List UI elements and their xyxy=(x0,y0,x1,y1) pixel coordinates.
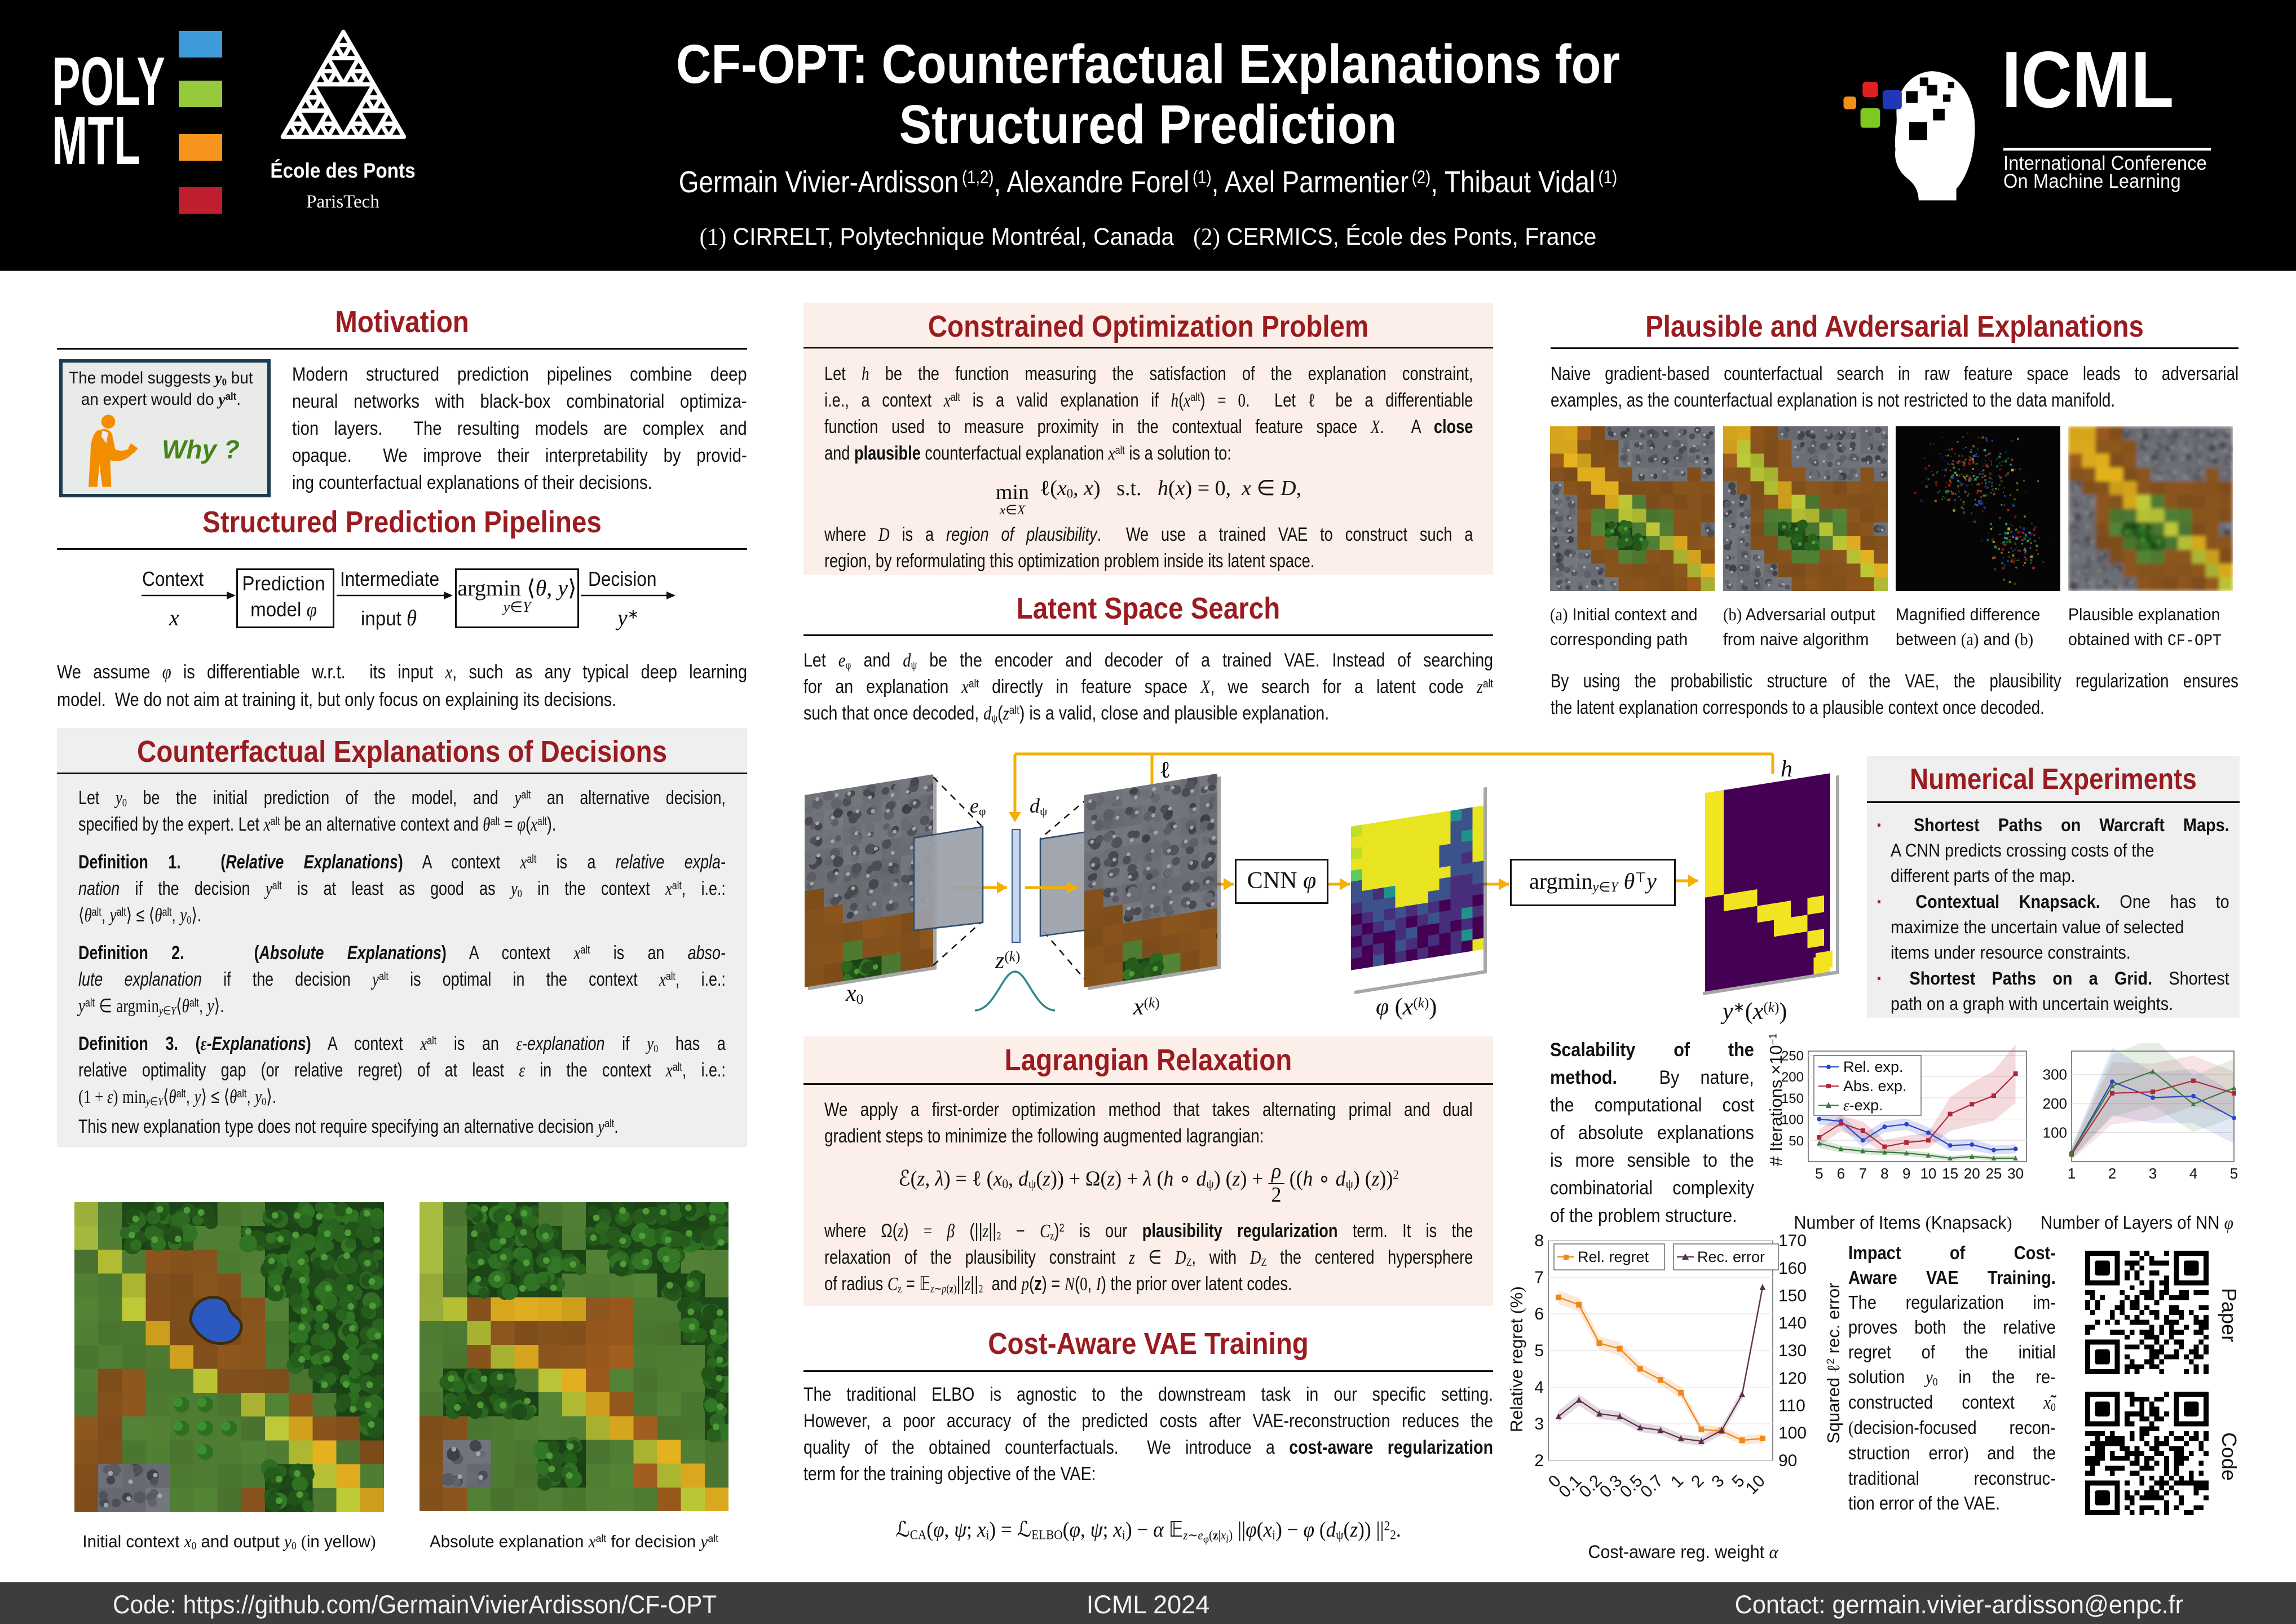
svg-text:2: 2 xyxy=(1534,1451,1544,1470)
svg-text:5: 5 xyxy=(1815,1165,1823,1182)
svg-text:150: 150 xyxy=(1781,1091,1804,1106)
svg-text:50: 50 xyxy=(1789,1133,1804,1149)
svg-text:5: 5 xyxy=(2230,1165,2238,1182)
svg-text:1: 1 xyxy=(1667,1472,1687,1491)
svg-text:120: 120 xyxy=(1778,1369,1807,1388)
svg-text:250: 250 xyxy=(1781,1049,1804,1064)
svg-text:10: 10 xyxy=(1742,1472,1769,1498)
svg-text:Rec. error: Rec. error xyxy=(1697,1248,1765,1265)
svg-text:100: 100 xyxy=(1778,1424,1807,1442)
svg-text:4: 4 xyxy=(1534,1378,1544,1397)
svg-text:Abs. exp.: Abs. exp. xyxy=(1843,1078,1907,1095)
svg-text:25: 25 xyxy=(1985,1165,2002,1182)
svg-text:5: 5 xyxy=(1534,1341,1544,1360)
svg-text:150: 150 xyxy=(1778,1287,1807,1305)
svg-text:30: 30 xyxy=(2007,1165,2024,1182)
svg-text:200: 200 xyxy=(2043,1095,2067,1112)
svg-text:3: 3 xyxy=(2149,1165,2157,1182)
svg-text:10: 10 xyxy=(1920,1165,1936,1182)
svg-text:160: 160 xyxy=(1778,1259,1807,1278)
svg-text:15: 15 xyxy=(1942,1165,1958,1182)
svg-text:2: 2 xyxy=(1688,1472,1707,1491)
svg-text:Rel. regret: Rel. regret xyxy=(1578,1248,1649,1265)
svg-text:9: 9 xyxy=(1902,1165,1910,1182)
svg-text:3: 3 xyxy=(1708,1472,1728,1491)
svg-text:8: 8 xyxy=(1880,1165,1888,1182)
svg-text:6: 6 xyxy=(1534,1305,1544,1323)
svg-text:100: 100 xyxy=(1781,1113,1804,1128)
svg-text:0.7: 0.7 xyxy=(1637,1472,1667,1502)
svg-text:100: 100 xyxy=(2043,1124,2067,1141)
svg-text:ε-exp.: ε-exp. xyxy=(1843,1097,1883,1114)
svg-text:1: 1 xyxy=(2068,1165,2076,1182)
svg-text:6: 6 xyxy=(1837,1165,1845,1182)
svg-text:7: 7 xyxy=(1859,1165,1867,1182)
svg-text:170: 170 xyxy=(1778,1232,1807,1250)
svg-text:130: 130 xyxy=(1778,1341,1807,1360)
svg-text:7: 7 xyxy=(1534,1268,1544,1287)
svg-text:8: 8 xyxy=(1534,1232,1544,1250)
svg-text:2: 2 xyxy=(2108,1165,2116,1182)
svg-text:110: 110 xyxy=(1778,1397,1805,1415)
svg-text:140: 140 xyxy=(1778,1314,1807,1332)
svg-text:200: 200 xyxy=(1781,1070,1804,1085)
svg-text:4: 4 xyxy=(2189,1165,2197,1182)
svg-text:300: 300 xyxy=(2043,1066,2067,1083)
svg-text:20: 20 xyxy=(1964,1165,1980,1182)
svg-text:Rel. exp.: Rel. exp. xyxy=(1843,1058,1904,1075)
svg-text:90: 90 xyxy=(1778,1451,1797,1470)
svg-text:3: 3 xyxy=(1534,1415,1544,1433)
